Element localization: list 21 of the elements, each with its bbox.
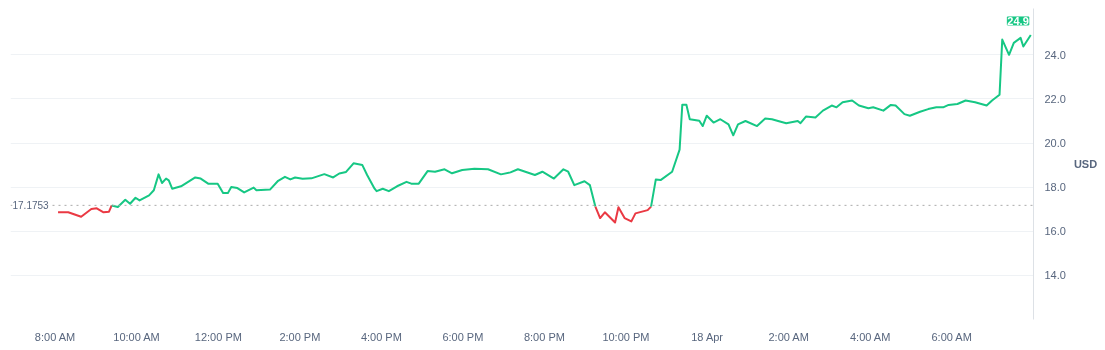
- x-tick-label: 4:00 AM: [849, 330, 891, 343]
- x-tick-label: 4:00 PM: [360, 330, 402, 343]
- y-tick-label: 24.0: [1044, 48, 1066, 61]
- y-tick-label: 22.0: [1044, 92, 1066, 105]
- x-tick-label: 12:00 PM: [194, 330, 242, 343]
- y-tick-label: 14.0: [1044, 269, 1066, 282]
- y-tick-label: 16.0: [1044, 225, 1066, 238]
- x-tick-label: 6:00 AM: [931, 330, 972, 343]
- x-tick-label: 10:00 AM: [113, 330, 160, 343]
- y-tick-label: 20.0: [1044, 137, 1066, 150]
- x-tick-label: 10:00 PM: [602, 330, 650, 343]
- annotation: 24.9: [1007, 14, 1029, 27]
- x-tick-label: 2:00 AM: [768, 330, 809, 343]
- x-tick-label: 18 Apr: [691, 330, 724, 343]
- y-tick-label: 18.0: [1044, 181, 1066, 194]
- x-tick-label: 8:00 PM: [523, 330, 565, 343]
- ref-line-label: 17.1753: [12, 200, 50, 212]
- x-tick-label: 6:00 PM: [442, 330, 484, 343]
- x-tick-label: 8:00 AM: [34, 330, 76, 343]
- y-axis-title: USD: [1073, 158, 1098, 170]
- x-tick-label: 2:00 PM: [279, 330, 321, 343]
